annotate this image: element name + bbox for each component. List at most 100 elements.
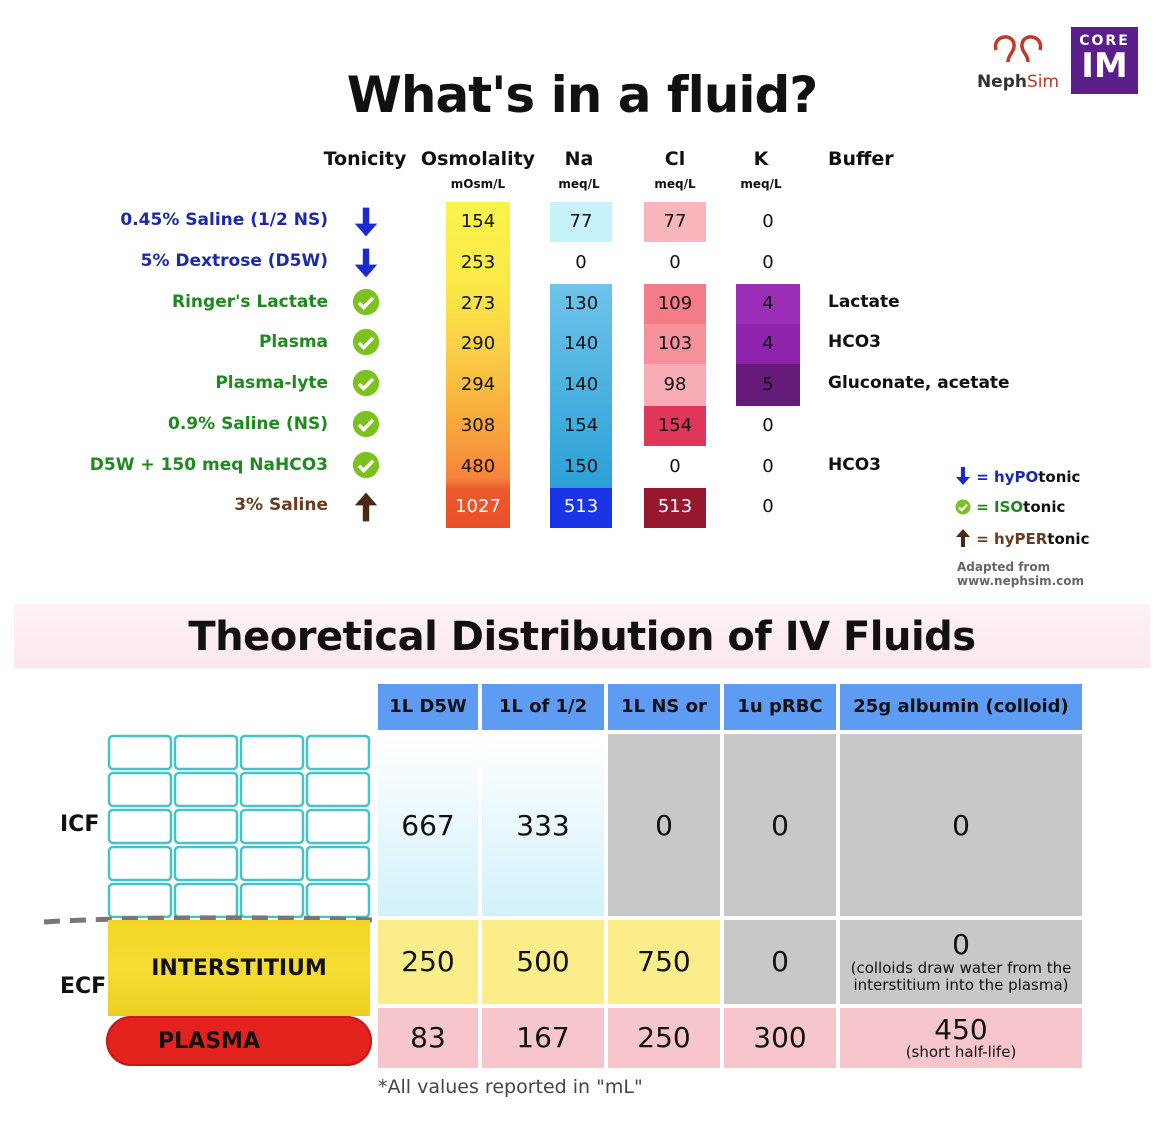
osmolality-cell: 294 <box>460 374 496 395</box>
header-cl: Cl <box>664 148 686 170</box>
icf-label: ICF <box>60 812 100 837</box>
section-band <box>14 604 1150 668</box>
icf-cell: 0 <box>840 734 1082 916</box>
row-label: D5W + 150 meq NaHCO3 <box>89 455 328 475</box>
column-header: 25g albumin (colloid) <box>840 684 1082 730</box>
interstitium-value: 250 <box>401 945 455 978</box>
na-bar <box>550 284 612 488</box>
k-cell: 0 <box>762 456 774 477</box>
down-arrow-icon <box>354 248 378 278</box>
k-bg-plasmalyte <box>736 364 800 406</box>
interstitium-cell: 500 <box>482 920 604 1004</box>
osmolality-cell: 480 <box>460 456 496 477</box>
k-cell: 0 <box>762 211 774 232</box>
footnote: *All values reported in "mL" <box>378 1076 643 1098</box>
na-bg-513 <box>550 488 612 528</box>
legend-iso-caps: ISO <box>994 498 1024 516</box>
cl-bg-103 <box>644 324 706 364</box>
unit-na: meq/L <box>558 177 600 191</box>
cl-cell: 98 <box>663 374 687 395</box>
cl-bg-154 <box>644 406 706 446</box>
na-cell: 513 <box>563 496 599 517</box>
page-title: What's in a fluid? <box>346 66 819 124</box>
cl-bg-513 <box>644 488 706 528</box>
legend-hyper: = hyPERtonic <box>955 528 1089 548</box>
k-cell: 0 <box>762 496 774 517</box>
legend-hypo-suffix: tonic <box>1038 468 1081 486</box>
tonicity-marker <box>350 491 382 527</box>
buffer-cell: Gluconate, acetate <box>828 373 1010 393</box>
na-bg-1 <box>550 202 612 242</box>
row-label: 0.9% Saline (NS) <box>168 414 328 434</box>
plasma-value: 83 <box>410 1021 446 1054</box>
na-cell: 140 <box>563 333 599 354</box>
interstitium-label: INTERSTITIUM <box>151 955 327 981</box>
column-header: 1L D5W <box>378 684 478 730</box>
k-bg-plasma <box>736 324 800 364</box>
header-k: K <box>753 148 769 170</box>
interstitium-cell: 250 <box>378 920 478 1004</box>
cl-bg-1 <box>644 202 706 242</box>
icf-cell: 667 <box>378 734 478 916</box>
interstitium-cell: 0 (colloids draw water from the interstit… <box>840 920 1082 1004</box>
row-label: 0.45% Saline (1/2 NS) <box>120 210 328 230</box>
core-im-top: CORE <box>1079 33 1130 49</box>
source-line-1: Adapted from <box>957 560 1051 574</box>
header-tonicity: Tonicity <box>323 148 407 170</box>
row-label: 3% Saline <box>234 495 328 515</box>
icf-cell: 0 <box>608 734 720 916</box>
buffer-cell: HCO3 <box>828 455 881 475</box>
icf-value: 333 <box>516 808 570 842</box>
plasma-value: 450 <box>934 1012 988 1046</box>
column-header: 1u pRBC <box>724 684 836 730</box>
na-cell: 130 <box>563 293 599 314</box>
plasma-note: (short half-life) <box>905 1042 1017 1061</box>
icf-cell: 333 <box>482 734 604 916</box>
cell-grid-graphic <box>106 734 372 919</box>
cl-cell: 0 <box>669 252 681 273</box>
legend-hypo: = hyPOtonic <box>955 466 1080 486</box>
up-arrow-icon <box>956 529 970 547</box>
k-cell: 4 <box>762 333 774 354</box>
cl-cell: 109 <box>657 293 693 314</box>
legend-hyper-suffix: tonic <box>1047 530 1090 548</box>
header-na: Na <box>564 148 594 170</box>
check-icon <box>352 328 380 356</box>
cl-bg-98 <box>644 364 706 406</box>
tonicity-marker <box>350 288 382 320</box>
core-im-logo: CORE IM <box>1071 27 1138 94</box>
tonicity-marker <box>350 451 382 483</box>
nephsim-logo: NephSim <box>972 30 1064 100</box>
cl-cell: 103 <box>657 333 693 354</box>
row-label: Plasma-lyte <box>215 373 328 393</box>
osmolality-cell: 154 <box>460 211 496 232</box>
buffer-cell: Lactate <box>828 292 900 312</box>
osmolality-cell: 253 <box>460 252 496 273</box>
k-cell: 0 <box>762 415 774 436</box>
row-label: Plasma <box>258 332 328 352</box>
legend-hyper-prefix: = hyP <box>976 530 1026 548</box>
tonicity-marker <box>350 206 382 242</box>
up-arrow-icon <box>354 492 378 522</box>
osmolality-cell: 273 <box>460 293 496 314</box>
plasma-cell: 300 <box>724 1008 836 1068</box>
interstitium-value: 500 <box>516 945 570 978</box>
header-osmolality: Osmolality <box>420 148 536 170</box>
core-im-bottom: IM <box>1081 46 1128 86</box>
icf-value: 0 <box>771 808 789 842</box>
nephsim-kidney-icon <box>993 35 1043 63</box>
check-icon <box>352 369 380 397</box>
interstitium-value: 750 <box>637 945 691 978</box>
down-arrow-icon <box>956 467 970 485</box>
na-cell: 154 <box>563 415 599 436</box>
unit-osmolality: mOsm/L <box>450 177 506 191</box>
cl-cell: 154 <box>657 415 693 436</box>
ecf-label: ECF <box>60 974 107 999</box>
na-cell: 0 <box>575 252 587 273</box>
dashed-membrane <box>43 915 373 925</box>
unit-cl: meq/L <box>654 177 696 191</box>
down-arrow-icon <box>354 207 378 237</box>
tonicity-marker <box>350 369 382 401</box>
tonicity-marker <box>350 410 382 442</box>
tonicity-marker <box>350 247 382 283</box>
